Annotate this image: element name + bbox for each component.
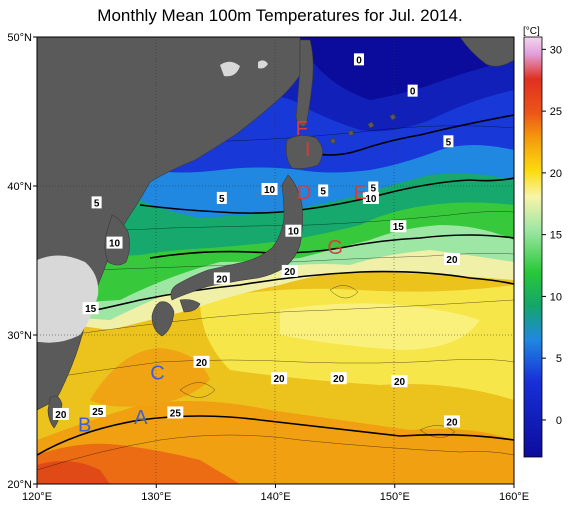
colorbar-ticks: 30 25 20 15 10 5 0 bbox=[542, 44, 562, 427]
colorbar-gradient bbox=[523, 36, 543, 458]
lat-tick-label: 20°N bbox=[7, 479, 32, 491]
svg-text:15: 15 bbox=[85, 304, 97, 315]
contour-label: 10 bbox=[285, 224, 302, 238]
map-title: Monthly Mean 100m Temperatures for Jul. … bbox=[97, 6, 463, 25]
region-markers: FID E G C A B bbox=[78, 118, 367, 437]
contour-label: 10 bbox=[261, 182, 278, 196]
contour-label: 0 bbox=[407, 84, 418, 98]
contour-label: 25 bbox=[89, 404, 106, 418]
contour-label: 20 bbox=[391, 375, 408, 388]
lon-tick-label: 160°E bbox=[499, 491, 529, 503]
latitude-axis: 50°N 40°N 30°N 20°N bbox=[7, 32, 37, 491]
contour-label: 20 bbox=[52, 407, 69, 421]
svg-text:5: 5 bbox=[371, 183, 377, 194]
svg-text:20: 20 bbox=[446, 255, 458, 266]
contour-label: 5 bbox=[91, 196, 102, 209]
region-marker-a: A bbox=[134, 407, 148, 429]
lat-tick-label: 30°N bbox=[7, 330, 32, 342]
contour-label: 25 bbox=[167, 406, 184, 419]
svg-text:20: 20 bbox=[196, 358, 208, 369]
lon-tick-label: 150°E bbox=[380, 491, 410, 503]
colorbar-tick-label: 30 bbox=[550, 44, 562, 56]
svg-text:25: 25 bbox=[92, 407, 104, 418]
svg-text:20: 20 bbox=[446, 417, 458, 428]
lon-tick-label: 130°E bbox=[141, 491, 171, 503]
lat-tick-label: 50°N bbox=[7, 32, 32, 44]
contour-label: 20 bbox=[443, 253, 460, 266]
svg-text:20: 20 bbox=[55, 410, 67, 421]
lon-tick-label: 140°E bbox=[260, 491, 290, 503]
svg-text:20: 20 bbox=[284, 267, 296, 278]
region-marker-g: G bbox=[327, 237, 343, 259]
svg-text:20: 20 bbox=[274, 374, 286, 385]
colorbar-unit: [°C] bbox=[523, 26, 540, 37]
region-marker-e: E bbox=[353, 182, 366, 204]
grid-lines bbox=[37, 37, 514, 484]
contour-label: 5 bbox=[443, 135, 454, 148]
svg-text:20: 20 bbox=[216, 274, 228, 285]
contour-label: 20 bbox=[443, 415, 460, 428]
region-marker-i: I bbox=[305, 139, 311, 161]
svg-text:20: 20 bbox=[394, 377, 406, 388]
contour-label: 0 bbox=[353, 53, 364, 66]
region-marker-f: F bbox=[296, 118, 308, 140]
colorbar: [°C] 30 25 20 15 10 5 0 bbox=[523, 26, 562, 458]
contour-label: 10 bbox=[362, 191, 379, 205]
colorbar-tick-label: 25 bbox=[550, 106, 562, 118]
contour-label: 20 bbox=[213, 272, 230, 285]
svg-text:25: 25 bbox=[170, 408, 182, 419]
contour-label: 20 bbox=[193, 355, 210, 369]
colorbar-tick-label: 10 bbox=[550, 291, 562, 303]
colorbar-tick-label: 5 bbox=[556, 353, 562, 365]
svg-text:5: 5 bbox=[320, 186, 326, 197]
svg-text:10: 10 bbox=[109, 239, 121, 250]
svg-text:20: 20 bbox=[333, 374, 345, 385]
svg-text:5: 5 bbox=[94, 198, 100, 209]
longitude-axis: 120°E 130°E 140°E 150°E 160°E bbox=[22, 484, 529, 503]
contour-label: 20 bbox=[271, 372, 288, 385]
region-marker-c: C bbox=[150, 362, 164, 384]
lat-tick-label: 40°N bbox=[7, 181, 32, 193]
lon-tick-label: 120°E bbox=[22, 491, 52, 503]
region-marker-b: B bbox=[78, 414, 91, 436]
contour-label: 5 bbox=[216, 191, 227, 205]
colorbar-tick-label: 20 bbox=[550, 168, 562, 180]
svg-text:5: 5 bbox=[219, 194, 225, 205]
svg-text:0: 0 bbox=[410, 87, 416, 98]
contour-label: 20 bbox=[330, 372, 347, 385]
svg-text:5: 5 bbox=[446, 137, 452, 148]
svg-text:10: 10 bbox=[264, 185, 276, 196]
svg-text:15: 15 bbox=[393, 222, 405, 233]
contour-label: 5 bbox=[368, 181, 379, 194]
colorbar-tick-label: 15 bbox=[550, 230, 562, 242]
svg-text:10: 10 bbox=[365, 194, 377, 205]
contour-label: 5 bbox=[318, 184, 329, 197]
contour-label: 15 bbox=[82, 302, 99, 315]
contour-label: 10 bbox=[106, 236, 123, 250]
contour-label: 20 bbox=[281, 264, 298, 278]
colorbar-tick-label: 0 bbox=[556, 415, 562, 427]
contour-label: 15 bbox=[390, 220, 407, 233]
region-marker-d: D bbox=[297, 182, 311, 204]
svg-text:0: 0 bbox=[356, 55, 362, 66]
land-masses bbox=[37, 37, 514, 429]
svg-text:10: 10 bbox=[288, 227, 300, 238]
no-data-area bbox=[37, 60, 268, 343]
